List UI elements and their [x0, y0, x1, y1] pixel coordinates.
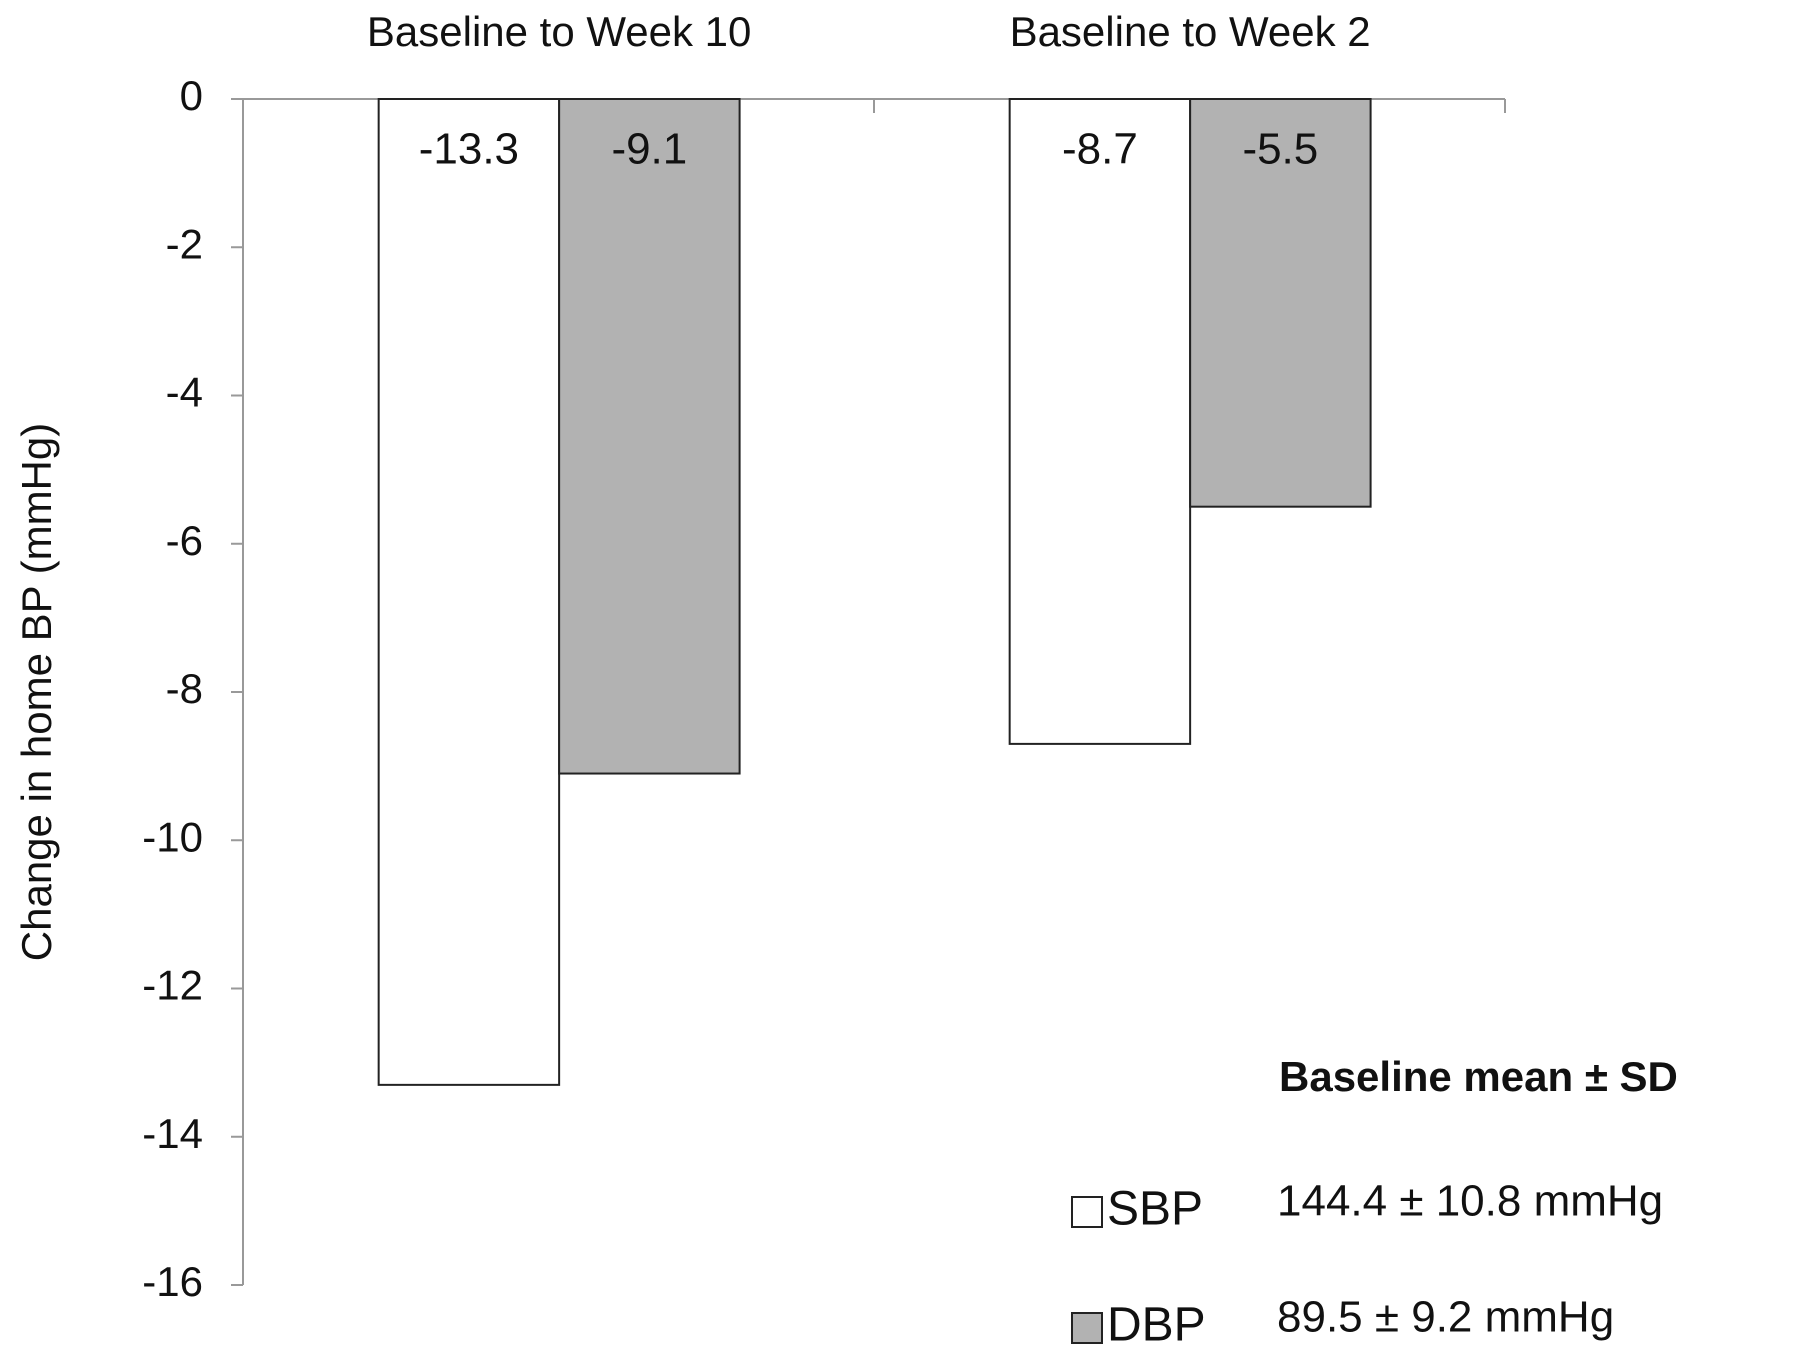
legend-swatch: [1071, 1312, 1103, 1344]
y-tick-label: -2: [166, 220, 203, 267]
value-label: -13.3: [419, 125, 519, 174]
y-tick-label: -12: [142, 962, 203, 1009]
y-tick-label: -16: [142, 1258, 203, 1305]
value-label: -5.5: [1242, 125, 1318, 174]
x-tick-label: Baseline to Week 10: [367, 8, 751, 55]
value-label: -8.7: [1062, 125, 1138, 174]
y-tick-label: -4: [166, 369, 203, 416]
bar: [1189, 98, 1372, 508]
x-tick-label: Baseline to Week 2: [1010, 8, 1371, 55]
legend-title: Baseline mean ± SD: [1279, 1053, 1678, 1100]
legend-label: SBP: [1107, 1183, 1203, 1236]
value-label: -9.1: [611, 125, 687, 174]
legend-swatch: [1071, 1196, 1103, 1228]
legend-baseline: 89.5 ± 9.2 mmHg: [1277, 1293, 1614, 1342]
y-tick-label: -14: [142, 1110, 203, 1157]
bar: [1008, 98, 1192, 745]
bar: [377, 98, 561, 1086]
y-tick-label: -6: [166, 517, 203, 564]
y-tick-label: 0: [180, 72, 203, 119]
bar: [558, 98, 741, 775]
legend-label: DBP: [1107, 1299, 1206, 1352]
y-tick-label: -10: [142, 813, 203, 860]
legend-baseline: 144.4 ± 10.8 mmHg: [1277, 1177, 1663, 1226]
y-axis-label: Change in home BP (mmHg): [13, 423, 60, 961]
y-tick-label: -8: [166, 665, 203, 712]
